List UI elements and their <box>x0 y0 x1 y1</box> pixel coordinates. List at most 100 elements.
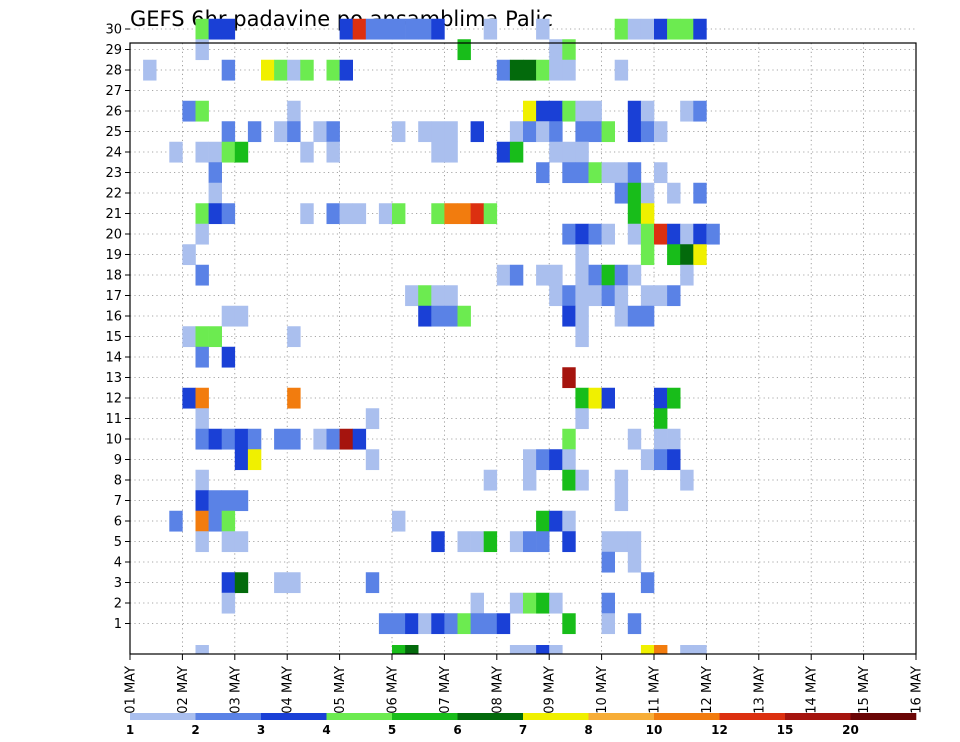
heatmap-cell <box>326 59 340 81</box>
heatmap-cell <box>549 141 563 163</box>
heatmap-cell <box>536 162 550 184</box>
heatmap-cell <box>352 428 367 450</box>
heatmap-cell <box>444 285 458 307</box>
heatmap-cell <box>549 264 563 286</box>
colorbar-swatch <box>195 713 262 720</box>
heatmap-cell <box>667 223 681 245</box>
y-tick-label: 30 <box>105 23 122 38</box>
heatmap-cell <box>627 223 642 245</box>
heatmap-cell <box>509 645 524 654</box>
heatmap-cell <box>654 285 668 307</box>
heatmap-cell <box>247 428 262 450</box>
heatmap-cell <box>457 203 471 225</box>
heatmap-cell <box>274 121 288 143</box>
heatmap-cell <box>509 121 524 143</box>
y-tick-label: 8 <box>114 474 122 489</box>
heatmap-cell <box>195 490 209 512</box>
y-tick-label: 21 <box>105 207 122 222</box>
heatmap-cell <box>601 613 615 635</box>
heatmap-cell <box>601 387 615 409</box>
heatmap-cell <box>575 264 589 286</box>
heatmap-cell <box>654 645 668 654</box>
heatmap-cell <box>640 244 655 266</box>
heatmap-cell <box>562 59 576 81</box>
heatmap-cell <box>640 18 655 40</box>
heatmap-cell <box>221 346 236 368</box>
heatmap-cell <box>549 121 563 143</box>
heatmap-cell <box>287 387 301 409</box>
heatmap-cell <box>470 203 484 225</box>
heatmap-cell <box>588 387 602 409</box>
heatmap-cell <box>654 387 668 409</box>
heatmap-cell <box>234 141 249 163</box>
heatmap-cell <box>444 203 458 225</box>
heatmap-cell <box>640 182 655 204</box>
heatmap-cell <box>247 121 262 143</box>
heatmap-cell <box>339 428 353 450</box>
heatmap-cell <box>339 59 353 81</box>
heatmap-cell <box>287 121 301 143</box>
heatmap-cell <box>195 141 209 163</box>
y-tick-label: 24 <box>105 146 122 161</box>
heatmap-cell <box>431 285 445 307</box>
heatmap-cell <box>509 264 524 286</box>
heatmap-cell <box>667 285 681 307</box>
heatmap-cell <box>208 18 222 40</box>
heatmap-cell <box>274 572 288 594</box>
colorbar-label: 10 <box>646 723 663 737</box>
heatmap-cell <box>680 223 694 245</box>
heatmap-cell <box>549 39 563 61</box>
heatmap-cell <box>549 59 563 81</box>
x-tick-label: 10 MAY <box>595 666 610 714</box>
heatmap-cell <box>195 39 209 61</box>
heatmap-cell <box>549 510 563 532</box>
x-tick-label: 08 MAY <box>490 666 505 714</box>
heatmap-cell <box>221 59 236 81</box>
heatmap-cell <box>261 59 275 81</box>
heatmap-cell <box>274 59 288 81</box>
y-tick-label: 26 <box>105 105 122 120</box>
heatmap-cell <box>418 18 432 40</box>
heatmap-cell <box>326 203 340 225</box>
heatmap-cell <box>431 121 445 143</box>
heatmap-cell <box>562 613 576 635</box>
heatmap-cell <box>667 387 681 409</box>
heatmap-cell <box>378 18 393 40</box>
colorbar-swatch <box>523 713 589 720</box>
heatmap-cell <box>627 182 642 204</box>
heatmap-cell <box>601 285 615 307</box>
colorbar-label: 7 <box>519 723 527 737</box>
heatmap-cell <box>562 531 576 553</box>
y-tick-label: 3 <box>114 576 122 591</box>
heatmap-cell <box>536 510 550 532</box>
heatmap-cell <box>496 59 511 81</box>
heatmap-cell <box>654 449 668 471</box>
heatmap-cell <box>693 645 707 654</box>
heatmap-cell <box>640 223 655 245</box>
heatmap-cell <box>536 531 550 553</box>
heatmap-cell <box>195 510 209 532</box>
heatmap-cell <box>667 18 681 40</box>
heatmap-cell <box>365 572 380 594</box>
heatmap-cell <box>405 613 419 635</box>
y-tick-label: 11 <box>105 412 122 427</box>
heatmap-cell <box>418 121 432 143</box>
heatmap-cell <box>509 592 524 614</box>
heatmap-cell <box>693 18 707 40</box>
heatmap-cell <box>287 572 301 594</box>
y-tick-label: 18 <box>105 269 122 284</box>
y-tick-label: 5 <box>114 535 122 550</box>
heatmap-cell <box>627 203 642 225</box>
y-tick-label: 10 <box>105 433 122 448</box>
heatmap-cell <box>208 141 222 163</box>
heatmap-cell <box>523 59 537 81</box>
heatmap-cell <box>195 645 209 654</box>
y-tick-label: 7 <box>114 494 122 509</box>
heatmap-cell <box>483 613 498 635</box>
heatmap-cell <box>536 59 550 81</box>
heatmap-cell <box>234 449 249 471</box>
heatmap-cell <box>392 121 406 143</box>
heatmap-cell <box>680 18 694 40</box>
heatmap-cell <box>365 18 380 40</box>
